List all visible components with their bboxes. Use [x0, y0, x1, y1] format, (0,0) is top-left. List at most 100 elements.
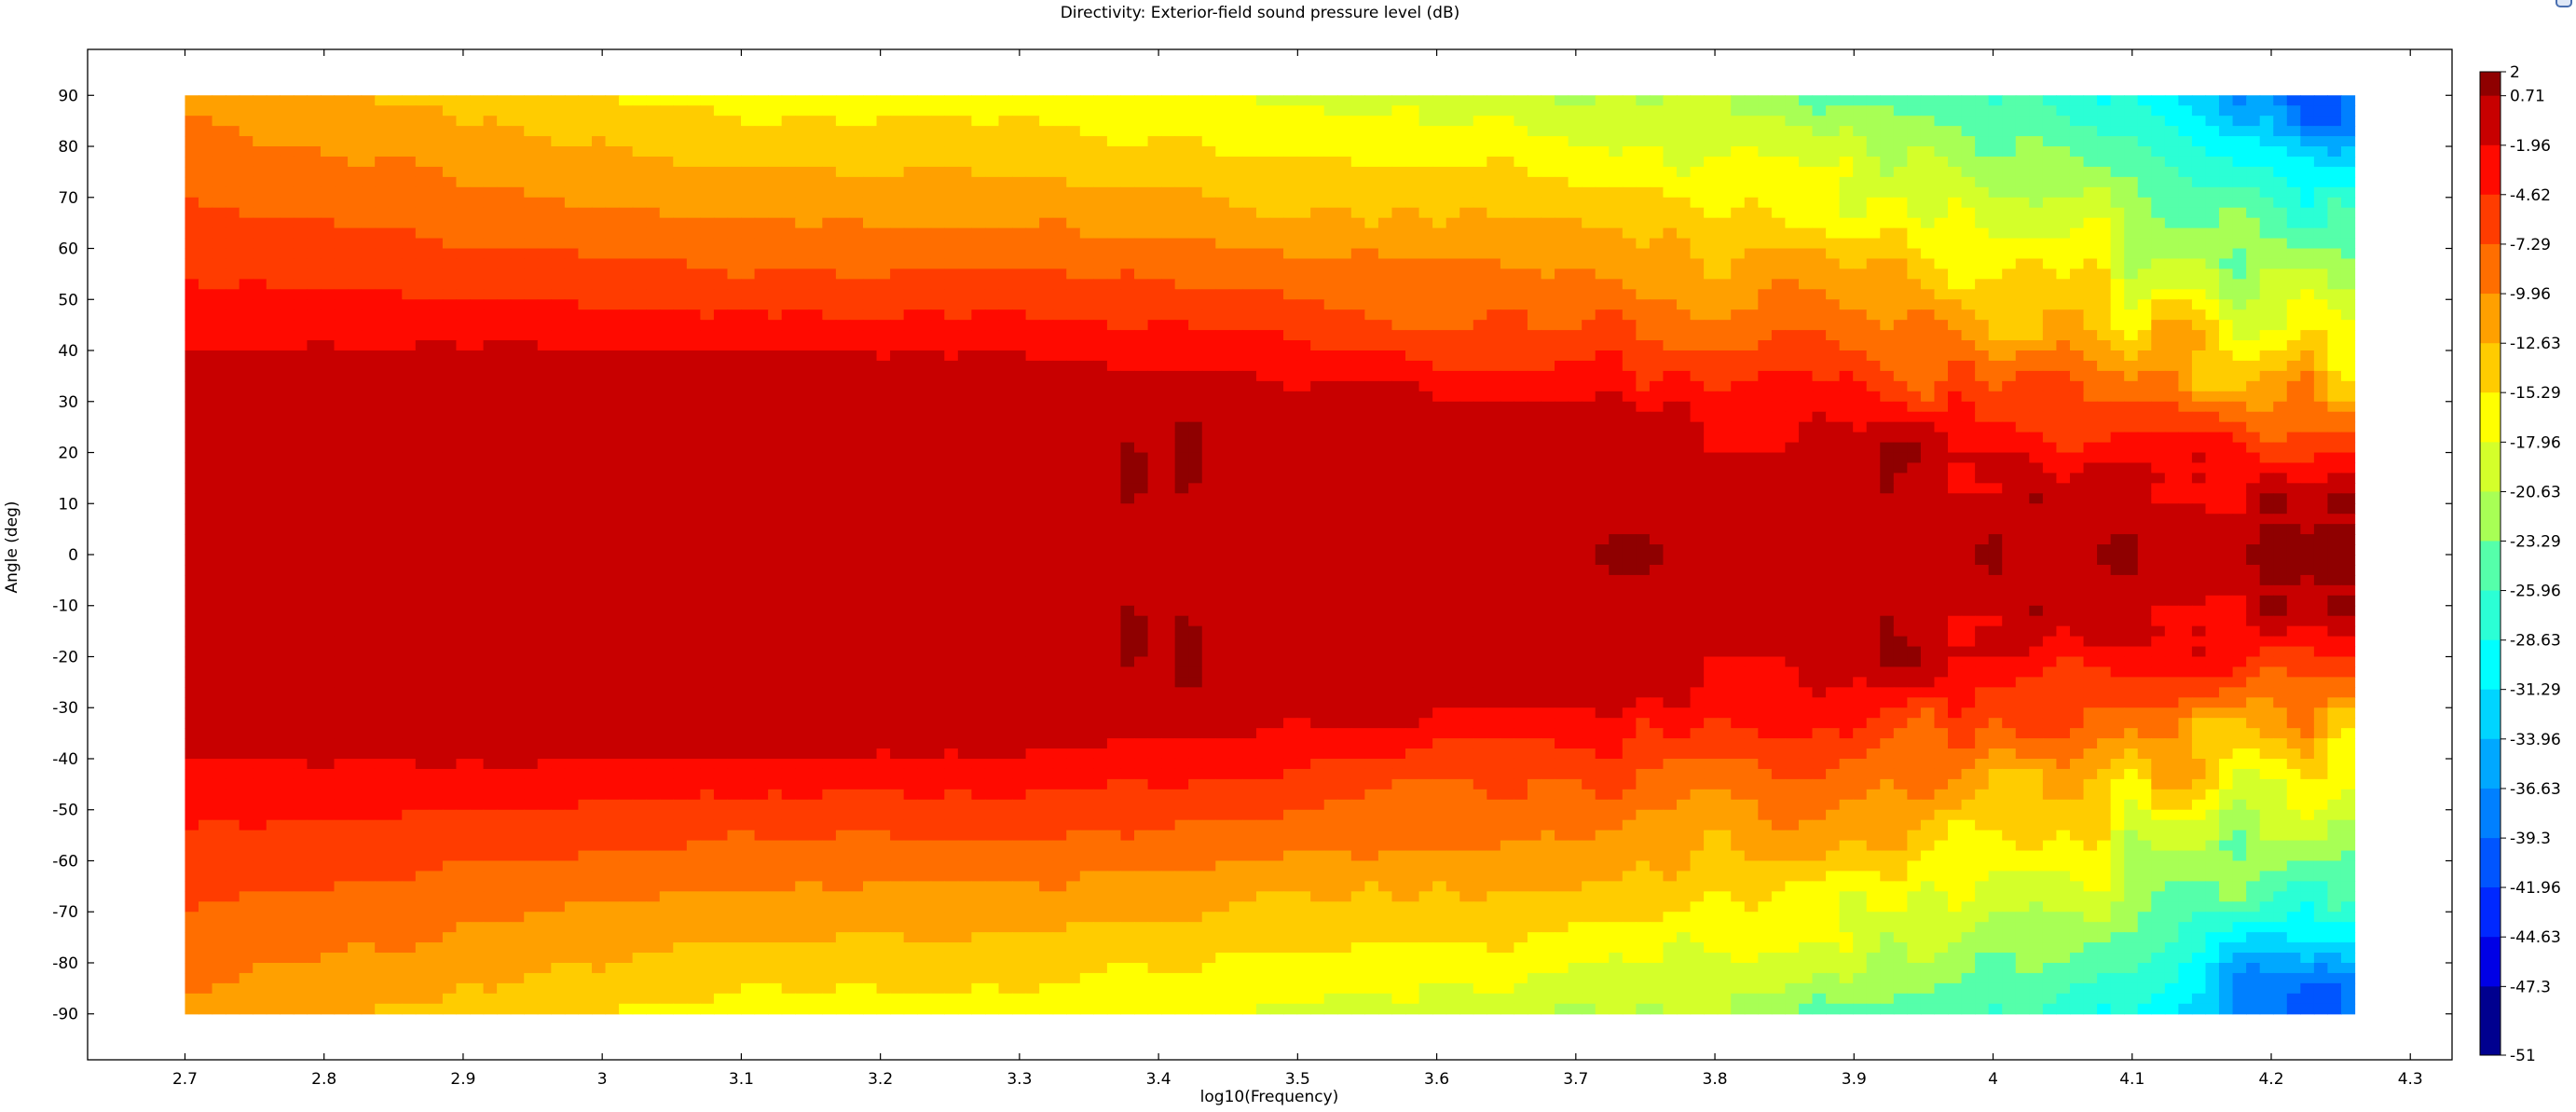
contour-cell — [524, 330, 538, 341]
contour-cell — [443, 157, 457, 168]
contour-cell — [890, 116, 904, 127]
contour-cell — [389, 381, 403, 392]
contour-cell — [1459, 177, 1473, 188]
contour-cell — [822, 361, 836, 372]
contour-cell — [1691, 249, 1705, 260]
contour-cell — [1528, 258, 1541, 269]
contour-cell — [267, 350, 281, 362]
contour-cell — [958, 320, 972, 331]
contour-cell — [592, 309, 606, 321]
contour-cell — [1514, 208, 1528, 219]
contour-cell — [551, 268, 565, 280]
contour-cell — [348, 258, 362, 269]
contour-cell — [1650, 279, 1664, 290]
contour-cell — [944, 350, 958, 362]
contour-cell — [1623, 361, 1637, 372]
contour-cell — [1989, 381, 2003, 392]
contour-cell — [511, 126, 525, 137]
contour-cell — [2165, 279, 2179, 290]
contour-cell — [1459, 239, 1473, 250]
contour-cell — [1934, 350, 1948, 362]
contour-cell — [727, 330, 741, 341]
contour-cell — [1120, 299, 1134, 310]
contour-cell — [1975, 289, 1989, 300]
contour-cell — [606, 95, 620, 106]
contour-cell — [782, 330, 796, 341]
contour-cell — [768, 208, 782, 219]
contour-cell — [402, 146, 416, 158]
contour-cell — [511, 289, 525, 300]
contour-cell — [2246, 350, 2260, 362]
contour-cell — [375, 126, 389, 137]
contour-cell — [2056, 279, 2070, 290]
contour-cell — [2219, 340, 2233, 351]
contour-cell — [904, 228, 918, 240]
contour-cell — [1324, 381, 1338, 392]
contour-cell — [998, 391, 1012, 403]
contour-cell — [389, 95, 403, 106]
contour-cell — [1948, 371, 1962, 382]
contour-cell — [904, 381, 918, 392]
contour-cell — [1880, 330, 1894, 341]
contour-cell — [836, 198, 850, 209]
contour-cell — [1419, 330, 1433, 341]
contour-cell — [1555, 95, 1569, 106]
contour-cell — [2178, 361, 2192, 372]
contour-cell — [1026, 187, 1040, 199]
contour-cell — [1202, 340, 1216, 351]
contour-cell — [2327, 299, 2341, 310]
contour-cell — [1175, 208, 1189, 219]
contour-cell — [2219, 228, 2233, 240]
contour-cell — [2233, 177, 2247, 188]
contour-cell — [2138, 177, 2152, 188]
contour-cell — [2314, 289, 2328, 300]
contour-cell — [1012, 402, 1026, 413]
contour-cell — [1541, 258, 1555, 269]
contour-cell — [443, 208, 457, 219]
contour-cell — [294, 249, 308, 260]
contour-cell — [1310, 361, 1324, 372]
contour-cell — [606, 258, 620, 269]
contour-cell — [1310, 391, 1324, 403]
contour-cell — [578, 187, 592, 199]
contour-cell — [443, 239, 457, 250]
contour-cell — [2016, 177, 2030, 188]
contour-cell — [1175, 249, 1189, 260]
contour-cell — [538, 167, 552, 178]
contour-cell — [2070, 105, 2084, 117]
contour-cell — [1446, 136, 1460, 147]
contour-cell — [2219, 320, 2233, 331]
contour-cell — [1691, 299, 1705, 310]
contour-cell — [1188, 391, 1202, 403]
contour-cell — [714, 198, 728, 209]
contour-cell — [2124, 249, 2138, 260]
contour-cell — [998, 208, 1012, 219]
contour-cell — [687, 239, 701, 250]
contour-cell — [1459, 249, 1473, 260]
contour-cell — [1514, 126, 1528, 137]
contour-cell — [890, 136, 904, 147]
contour-cell — [1555, 239, 1569, 250]
contour-cell — [1758, 198, 1772, 209]
contour-cell — [714, 136, 728, 147]
contour-cell — [1405, 249, 1419, 260]
contour-cell — [1459, 146, 1473, 158]
contour-cell — [1989, 309, 2003, 321]
contour-cell — [673, 95, 687, 106]
contour-cell — [470, 289, 484, 300]
contour-cell — [1351, 146, 1365, 158]
contour-cell — [1446, 289, 1460, 300]
contour-cell — [497, 167, 511, 178]
contour-cell — [565, 167, 579, 178]
contour-cell — [226, 381, 240, 392]
contour-cell — [1148, 116, 1162, 127]
contour-cell — [660, 391, 674, 403]
contour-cell — [1148, 371, 1162, 382]
contour-cell — [1894, 402, 1908, 413]
contour-cell — [877, 177, 891, 188]
contour-cell — [768, 289, 782, 300]
contour-cell — [1161, 187, 1175, 199]
contour-cell — [2029, 198, 2043, 209]
contour-cell — [1500, 249, 1514, 260]
contour-cell — [849, 289, 863, 300]
